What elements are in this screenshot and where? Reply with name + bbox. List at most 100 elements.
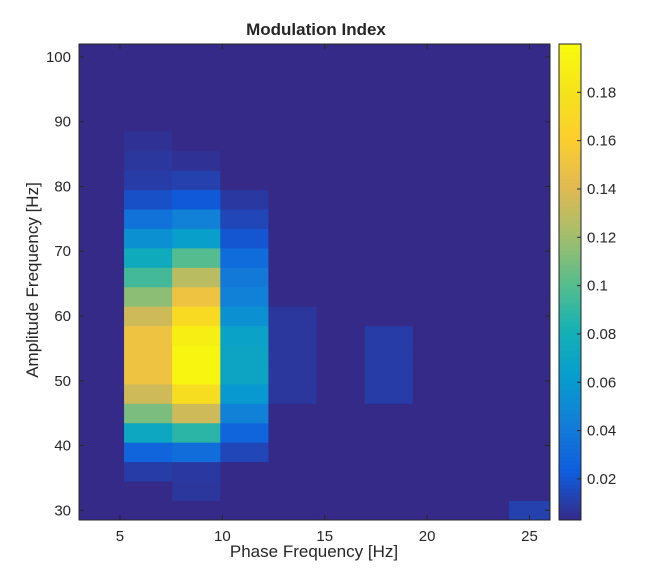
heatmap-cell <box>364 403 414 424</box>
heatmap-cell <box>364 189 414 210</box>
heatmap-cell <box>316 500 366 521</box>
heatmap-cell <box>124 403 173 424</box>
colorbar-segment <box>559 313 581 319</box>
heatmap-cell <box>364 461 414 482</box>
heatmap-cell <box>412 286 462 307</box>
heatmap-cell <box>316 364 366 385</box>
heatmap-cell <box>79 170 125 191</box>
heatmap-cell <box>412 131 462 152</box>
colorbar-segment <box>559 341 581 346</box>
colorbar-segment <box>559 444 581 450</box>
colorbar-segment <box>559 285 581 291</box>
heatmap-cell <box>412 403 462 424</box>
heatmap-cell <box>412 267 462 288</box>
colorbar <box>558 43 582 521</box>
heatmap-cell <box>509 228 551 249</box>
heatmap-cell <box>509 442 551 463</box>
colorbar-segment <box>559 91 581 97</box>
heatmap-cell <box>460 384 510 404</box>
heatmap-cell <box>268 442 317 463</box>
heatmap-cell <box>172 345 221 365</box>
heatmap-cell <box>316 131 366 152</box>
heatmap-cell <box>172 500 221 521</box>
colorbar-tick-label: 0.06 <box>587 374 616 391</box>
chart-title: Modulation Index <box>246 20 386 39</box>
heatmap-cell <box>124 131 173 152</box>
heatmap-cell <box>460 248 510 268</box>
heatmap-cell <box>124 442 173 463</box>
heatmap-cell <box>316 170 366 191</box>
colorbar-segment <box>559 198 581 204</box>
plot-frame <box>78 43 551 521</box>
colorbar-segment <box>559 99 581 104</box>
heatmap-cell <box>364 481 414 501</box>
heatmap-cell <box>79 150 125 171</box>
heatmap-cell <box>79 403 125 424</box>
heatmap-cell <box>268 131 317 152</box>
colorbar-segment <box>559 55 581 61</box>
colorbar-segment <box>559 230 581 235</box>
heatmap-cell <box>124 189 173 210</box>
heatmap-cell <box>364 131 414 152</box>
heatmap-cell <box>509 189 551 210</box>
heatmap-cell <box>460 325 510 346</box>
heatmap-cell <box>268 345 317 365</box>
heatmap-cell <box>124 500 173 521</box>
colorbar-segment <box>559 214 581 220</box>
colorbar-segment <box>559 500 581 505</box>
heatmap-cell <box>412 325 462 346</box>
heatmap-cell <box>79 364 125 385</box>
heatmap-cell <box>268 228 317 249</box>
colorbar-segment <box>559 218 581 223</box>
heatmap-cell <box>124 325 173 346</box>
colorbar-segment <box>559 353 581 358</box>
colorbar-segment <box>559 317 581 323</box>
heatmap-cell <box>268 150 317 171</box>
heatmap-cell <box>460 228 510 249</box>
heatmap-cell <box>412 461 462 482</box>
heatmap-cell <box>316 461 366 482</box>
heatmap-cell <box>220 189 269 210</box>
heatmap-cell <box>509 481 551 501</box>
y-axis-ticks: 30 40 50 60 70 80 90 100 <box>46 49 550 519</box>
heatmap-cell <box>268 325 317 346</box>
colorbar-segment <box>559 476 581 481</box>
colorbar-segment <box>559 147 581 152</box>
heatmap-cell <box>172 267 221 288</box>
heatmap-cell <box>364 170 414 191</box>
colorbar-segment <box>559 234 581 239</box>
colorbar-segment <box>559 222 581 227</box>
colorbar-segment <box>559 420 581 426</box>
heatmap-cell <box>220 150 269 171</box>
colorbar-segment <box>559 428 581 434</box>
colorbar-segment <box>559 139 581 144</box>
heatmap-cell <box>364 306 414 327</box>
colorbar-segment <box>559 135 581 140</box>
colorbar-tick-label: 0.12 <box>587 229 616 246</box>
heatmap-cell <box>268 170 317 191</box>
y-tick-label: 40 <box>54 438 71 455</box>
colorbar-segment <box>559 210 581 216</box>
heatmap-cell <box>460 150 510 171</box>
colorbar-segment <box>559 258 581 263</box>
colorbar-segment <box>559 127 581 132</box>
colorbar-segment <box>559 337 581 342</box>
heatmap-cell <box>460 306 510 327</box>
heatmap-cell <box>412 209 462 229</box>
heatmap-cell <box>316 325 366 346</box>
colorbar-segment <box>559 504 581 509</box>
colorbar-segment <box>559 159 581 164</box>
colorbar-segment <box>559 59 581 65</box>
heatmap-cell <box>509 461 551 482</box>
heatmap-cell <box>460 422 510 443</box>
colorbar-segment <box>559 385 581 390</box>
heatmap-cell <box>220 403 269 424</box>
heatmap-cell <box>79 384 125 404</box>
heatmap-cell <box>220 422 269 443</box>
heatmap-cell <box>79 267 125 288</box>
colorbar-segment <box>559 345 581 350</box>
heatmap-cell <box>412 150 462 171</box>
y-tick-label: 50 <box>54 373 71 390</box>
colorbar-segment <box>559 301 581 307</box>
heatmap-cell <box>268 306 317 327</box>
